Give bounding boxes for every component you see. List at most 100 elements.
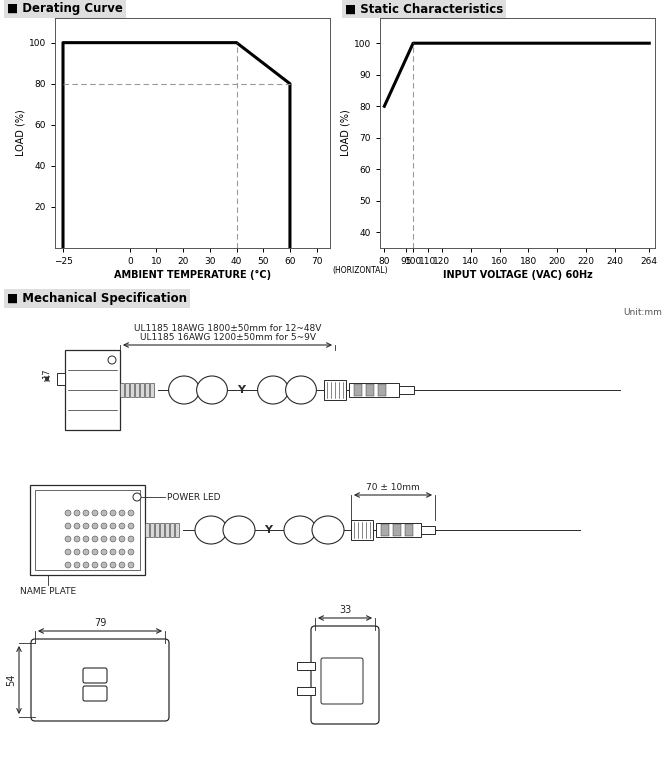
Bar	[35, 490, 140, 570]
Circle shape	[83, 510, 89, 516]
Y-axis label: LOAD (%): LOAD (%)	[341, 110, 351, 157]
Circle shape	[110, 510, 116, 516]
Circle shape	[119, 510, 125, 516]
Text: 33: 33	[339, 605, 351, 615]
Circle shape	[92, 549, 98, 555]
Text: ■ Derating Curve: ■ Derating Curve	[7, 2, 123, 16]
Circle shape	[101, 523, 107, 529]
FancyBboxPatch shape	[83, 686, 107, 701]
Bar	[175, 523, 179, 537]
Circle shape	[128, 549, 134, 555]
Bar	[170, 523, 174, 537]
Circle shape	[119, 536, 125, 542]
Text: NAME PLATE: NAME PLATE	[20, 587, 76, 596]
Circle shape	[65, 549, 71, 555]
Bar	[378, 384, 386, 396]
Bar	[324, 380, 346, 400]
Bar	[155, 523, 159, 537]
Circle shape	[74, 510, 80, 516]
Circle shape	[108, 356, 116, 364]
Circle shape	[128, 523, 134, 529]
Circle shape	[83, 523, 89, 529]
Bar	[376, 523, 421, 537]
Circle shape	[128, 562, 134, 568]
Bar	[354, 384, 362, 396]
FancyBboxPatch shape	[321, 658, 363, 704]
Text: UL1185 16AWG 1200±50mm for 5~9V: UL1185 16AWG 1200±50mm for 5~9V	[139, 333, 316, 342]
Text: ■ Static Characteristics: ■ Static Characteristics	[345, 2, 503, 16]
Y-axis label: LOAD (%): LOAD (%)	[16, 110, 26, 157]
Bar	[150, 383, 154, 397]
Ellipse shape	[284, 516, 316, 544]
Ellipse shape	[285, 376, 316, 404]
Bar	[120, 383, 124, 397]
Circle shape	[133, 493, 141, 501]
Circle shape	[65, 523, 71, 529]
Ellipse shape	[223, 516, 255, 544]
Circle shape	[119, 549, 125, 555]
Circle shape	[65, 536, 71, 542]
Text: 70 ± 10mm: 70 ± 10mm	[366, 483, 420, 492]
Bar	[150, 523, 154, 537]
Circle shape	[101, 536, 107, 542]
Circle shape	[101, 562, 107, 568]
Circle shape	[110, 562, 116, 568]
Bar	[165, 523, 169, 537]
X-axis label: AMBIENT TEMPERATURE (°C): AMBIENT TEMPERATURE (°C)	[114, 270, 271, 280]
Circle shape	[128, 536, 134, 542]
Circle shape	[83, 536, 89, 542]
Ellipse shape	[257, 376, 288, 404]
Circle shape	[101, 549, 107, 555]
Ellipse shape	[195, 516, 227, 544]
Bar	[135, 383, 139, 397]
Text: Y: Y	[237, 385, 245, 395]
FancyBboxPatch shape	[31, 639, 169, 721]
Bar	[349, 383, 399, 397]
Circle shape	[92, 536, 98, 542]
Circle shape	[74, 562, 80, 568]
Circle shape	[119, 523, 125, 529]
Text: UL1185 18AWG 1800±50mm for 12~48V: UL1185 18AWG 1800±50mm for 12~48V	[134, 324, 321, 333]
Bar	[297, 662, 315, 670]
Circle shape	[128, 510, 134, 516]
Text: 17: 17	[42, 368, 52, 379]
Circle shape	[74, 536, 80, 542]
Bar	[405, 524, 413, 536]
Text: ■ Mechanical Specification: ■ Mechanical Specification	[7, 292, 187, 305]
Circle shape	[92, 510, 98, 516]
Circle shape	[65, 562, 71, 568]
Ellipse shape	[169, 376, 200, 404]
Circle shape	[119, 562, 125, 568]
Bar	[366, 384, 374, 396]
Text: 79: 79	[94, 618, 106, 628]
Bar	[160, 523, 164, 537]
Ellipse shape	[196, 376, 227, 404]
Bar	[145, 383, 149, 397]
Circle shape	[110, 536, 116, 542]
FancyBboxPatch shape	[311, 626, 379, 724]
Bar	[145, 523, 149, 537]
Bar	[297, 687, 315, 695]
Circle shape	[65, 510, 71, 516]
Bar	[140, 383, 144, 397]
Text: POWER LED: POWER LED	[167, 493, 220, 501]
Bar	[30, 485, 145, 575]
Bar	[125, 383, 129, 397]
Bar	[57, 373, 65, 385]
Circle shape	[83, 562, 89, 568]
Text: Unit:mm: Unit:mm	[623, 308, 662, 317]
FancyBboxPatch shape	[83, 668, 107, 683]
Bar	[399, 386, 414, 394]
Circle shape	[92, 562, 98, 568]
Ellipse shape	[312, 516, 344, 544]
Circle shape	[92, 523, 98, 529]
Bar	[381, 524, 389, 536]
Text: (HORIZONTAL): (HORIZONTAL)	[333, 266, 389, 276]
Bar	[65, 350, 120, 430]
Circle shape	[101, 510, 107, 516]
Bar	[130, 383, 134, 397]
Text: 54: 54	[6, 674, 16, 686]
Circle shape	[110, 523, 116, 529]
Text: Y: Y	[264, 525, 272, 535]
Bar	[351, 520, 373, 540]
